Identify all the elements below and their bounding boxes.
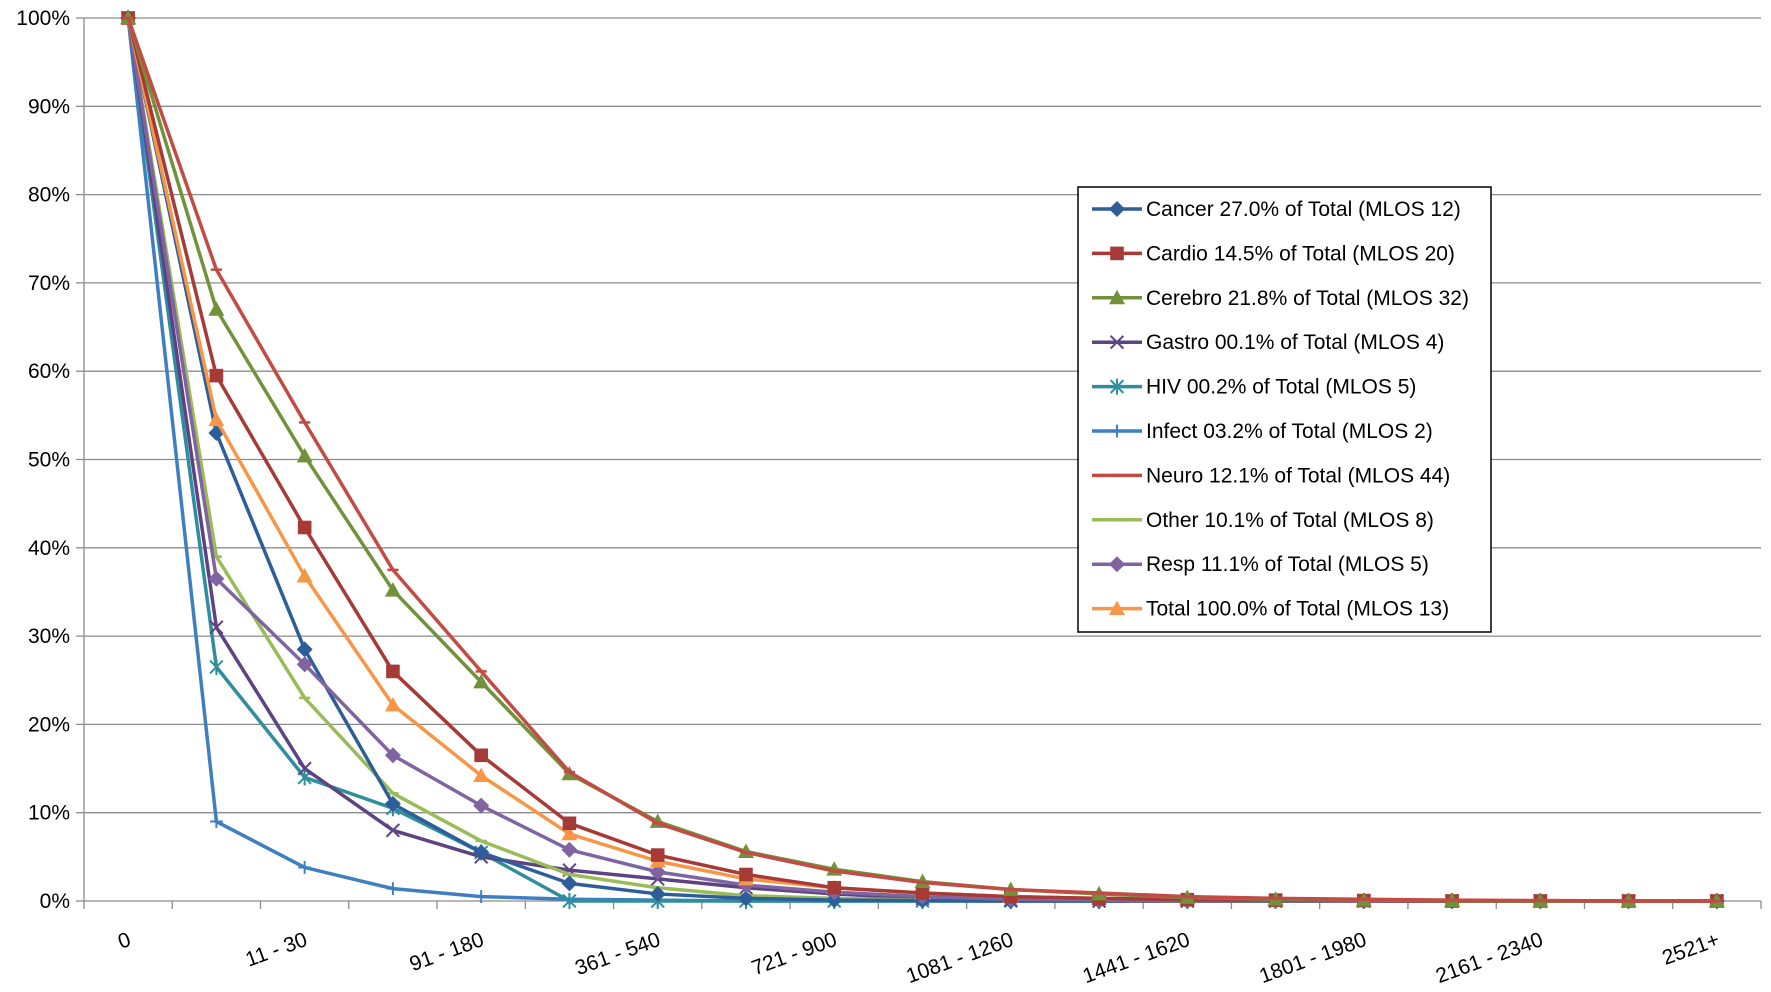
x-tick-label: 1441 - 1620	[1080, 928, 1193, 988]
y-tick-label: 20%	[28, 713, 70, 736]
series-lines	[120, 10, 1725, 909]
x-axis-ticks: 0 11 - 30 91 - 180 361 - 540 721 - 900 1081 -…	[83, 901, 1762, 988]
legend-label: Infect 03.2% of Total (MLOS 2)	[1146, 420, 1433, 443]
data-point	[384, 747, 401, 764]
legend-box	[1077, 186, 1492, 633]
y-tick-label: 80%	[28, 184, 70, 207]
data-point	[209, 815, 223, 828]
y-tick-label: 70%	[28, 272, 70, 295]
x-tick-label: 1081 - 1260	[903, 928, 1016, 988]
data-point	[561, 841, 578, 858]
data-point	[297, 520, 312, 535]
data-point	[473, 844, 490, 861]
y-tick-label: 100%	[16, 7, 70, 30]
data-point	[209, 659, 224, 676]
data-point	[827, 880, 842, 895]
legend-item: Resp 11.1% of Total (MLOS 5)	[1092, 553, 1429, 576]
data-point	[208, 301, 225, 316]
x-tick-label: 11 - 30	[243, 928, 311, 971]
y-tick-label: 40%	[28, 537, 70, 560]
data-point	[562, 816, 577, 831]
y-tick-label: 60%	[28, 360, 70, 383]
legend-label: Cerebro 21.8% of Total (MLOS 32)	[1146, 287, 1469, 310]
legend-label: Cancer 27.0% of Total (MLOS 12)	[1146, 198, 1461, 221]
data-point	[915, 886, 930, 900]
legend-label: Neuro 12.1% of Total (MLOS 44)	[1146, 464, 1450, 487]
data-point	[208, 411, 225, 427]
y-tick-label: 90%	[28, 95, 70, 118]
data-point	[208, 570, 225, 587]
data-point	[649, 863, 666, 880]
legend-label: Total 100.0% of Total (MLOS 13)	[1146, 598, 1449, 621]
data-point	[296, 447, 313, 463]
y-tick-label: 10%	[28, 802, 70, 825]
data-point	[650, 848, 665, 862]
x-tick-label: 2161 - 2340	[1433, 928, 1546, 988]
legend-label: Resp 11.1% of Total (MLOS 5)	[1146, 553, 1429, 576]
data-point	[384, 696, 401, 712]
data-point	[386, 882, 400, 896]
legend-item: Infect 03.2% of Total (MLOS 2)	[1092, 420, 1433, 443]
data-point	[1109, 556, 1125, 573]
gridlines	[84, 17, 1761, 814]
data-point	[1109, 378, 1125, 395]
data-point	[562, 893, 577, 909]
data-point	[384, 582, 401, 597]
legend-label: Cardio 14.5% of Total (MLOS 20)	[1146, 242, 1455, 265]
legend-item: Cancer 27.0% of Total (MLOS 12)	[1092, 198, 1461, 221]
data-point	[1109, 289, 1125, 305]
data-point	[1109, 335, 1125, 350]
x-tick-label: 721 - 900	[749, 928, 840, 980]
data-point	[473, 797, 490, 814]
legend: Cancer 27.0% of Total (MLOS 12) Cardio 14…	[1077, 186, 1492, 633]
data-point	[296, 641, 313, 658]
x-tick-label: 361 - 540	[572, 928, 663, 980]
legend-item: Gastro 00.1% of Total (MLOS 4)	[1092, 331, 1444, 354]
y-axis-ticks: 0% 10% 20% 30% 40% 50% 60% 70% 80% 90% 100%	[16, 7, 84, 913]
data-point	[473, 767, 490, 783]
data-point	[209, 368, 224, 383]
data-point	[739, 867, 753, 882]
legend-item: Neuro 12.1% of Total (MLOS 44)	[1092, 464, 1450, 487]
data-point	[474, 748, 488, 763]
legend-label: HIV 00.2% of Total (MLOS 5)	[1146, 376, 1416, 399]
legend-item: Cerebro 21.8% of Total (MLOS 32)	[1092, 287, 1469, 310]
x-tick-label: 91 - 180	[407, 928, 487, 976]
data-point	[385, 823, 401, 838]
data-point	[296, 568, 313, 583]
y-tick-label: 50%	[28, 449, 70, 472]
x-tick-label: 1801 - 1980	[1256, 928, 1369, 988]
data-point	[737, 890, 754, 907]
legend-item: Total 100.0% of Total (MLOS 13)	[1092, 598, 1449, 621]
data-point	[649, 885, 666, 902]
data-point	[386, 664, 400, 679]
data-point	[384, 795, 401, 812]
data-point	[298, 861, 312, 874]
legend-item: Cardio 14.5% of Total (MLOS 20)	[1092, 242, 1455, 265]
data-point	[473, 674, 490, 689]
x-tick-label: 0	[115, 928, 134, 954]
data-point	[209, 620, 224, 635]
series-neuro	[122, 16, 1723, 903]
data-point	[1110, 246, 1124, 261]
data-point	[297, 761, 312, 776]
y-tick-label: 30%	[28, 625, 70, 648]
data-point	[1109, 600, 1125, 615]
data-point	[1109, 201, 1125, 217]
legend-label: Gastro 00.1% of Total (MLOS 4)	[1146, 331, 1444, 354]
x-tick-label: 2521+	[1659, 928, 1722, 970]
data-point	[296, 656, 313, 673]
legend-item: Other 10.1% of Total (MLOS 8)	[1092, 509, 1434, 532]
data-point	[561, 875, 578, 892]
y-tick-label: 0%	[40, 890, 70, 913]
legend-label: Other 10.1% of Total (MLOS 8)	[1146, 509, 1434, 532]
data-point	[561, 825, 578, 841]
legend-item: HIV 00.2% of Total (MLOS 5)	[1092, 376, 1416, 399]
data-point	[1110, 424, 1124, 438]
data-point	[474, 890, 488, 903]
